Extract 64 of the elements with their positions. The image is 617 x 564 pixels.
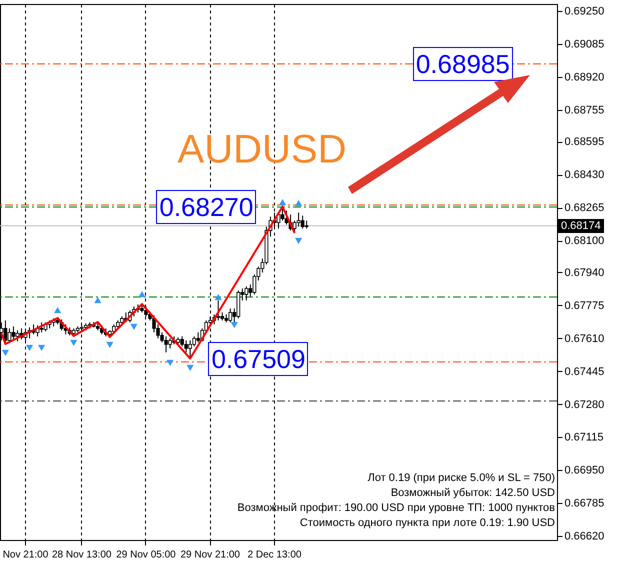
point <box>54 306 62 314</box>
y-tick-label: 0.69085 <box>564 38 604 50</box>
point <box>214 294 222 300</box>
candlestick <box>8 328 12 343</box>
candlestick <box>164 336 168 353</box>
point <box>130 324 138 330</box>
y-tick-label: 0.66620 <box>564 530 604 543</box>
y-tick-label: 0.67610 <box>564 332 604 345</box>
annotation: Лот 0.19 (при риске 5.0% и SL = 750) <box>368 471 555 485</box>
y-tick-label: 0.68265 <box>564 202 604 214</box>
point <box>295 238 302 244</box>
annotation: 0.68270 <box>156 190 256 224</box>
point <box>186 364 194 371</box>
candlestick <box>188 340 192 360</box>
point <box>278 198 286 206</box>
annotation: 0.68985 <box>412 46 513 81</box>
annotation: Возможный профит: 190.00 USD при уровне ТП: 1000 пунктов <box>237 501 555 515</box>
y-tick-label: 0.67445 <box>564 366 604 378</box>
annotation: 0.67509 <box>208 342 308 376</box>
point <box>26 344 34 352</box>
candlestick <box>280 206 284 222</box>
annotation: Стоимость одного пункта при лоте 0.19: 1.90 USD <box>300 516 555 530</box>
text: AUDUSD <box>178 128 346 172</box>
point <box>70 340 78 346</box>
candlestick <box>168 338 172 349</box>
y-tick-label: 0.67280 <box>564 398 604 411</box>
x-tick-label: Nov 21:00 <box>2 550 49 560</box>
point <box>106 342 114 348</box>
candlestick <box>196 332 200 343</box>
candlestick <box>12 326 16 341</box>
x-tick-label: 29 Nov 21:00 <box>180 550 240 560</box>
point <box>2 350 9 356</box>
y-tick-label: 0.68755 <box>564 104 604 116</box>
candlestick <box>300 215 304 230</box>
x-tick-label: 28 Nov 13:00 <box>52 550 112 560</box>
y-tick-label: 0.67940 <box>564 267 604 279</box>
candlestick <box>296 212 300 228</box>
point <box>295 200 302 206</box>
candlestick <box>36 324 40 337</box>
y-tick-label: 0.68920 <box>564 71 604 84</box>
point <box>230 322 238 328</box>
x-tick-label: 2 Dec 13:00 <box>248 550 302 560</box>
candlestick <box>236 290 240 319</box>
candlestick <box>284 210 288 226</box>
x-tick-label: 29 Nov 05:00 <box>116 550 176 560</box>
point <box>138 290 146 298</box>
candlestick <box>40 322 44 333</box>
candlestick <box>244 286 248 301</box>
ref-line-label: 0.68174 <box>558 218 604 233</box>
y-tick-label: 0.68595 <box>564 136 604 148</box>
candlestick <box>184 340 188 353</box>
annotation: Возможный убыток: 142.50 USD <box>390 486 555 500</box>
point <box>166 360 174 366</box>
point <box>38 344 46 352</box>
point <box>94 296 102 304</box>
candlestick <box>192 336 196 347</box>
candlestick <box>228 308 232 323</box>
y-tick-label: 0.68430 <box>564 169 604 182</box>
y-tick-label: 0.68100 <box>564 235 604 248</box>
y-tick-label: 0.69250 <box>564 5 604 18</box>
y-tick-label: 0.66950 <box>564 464 604 477</box>
y-tick-label: 0.67775 <box>564 300 604 312</box>
y-tick-label: 0.67115 <box>564 432 604 444</box>
y-tick-label: 0.66785 <box>564 498 604 510</box>
